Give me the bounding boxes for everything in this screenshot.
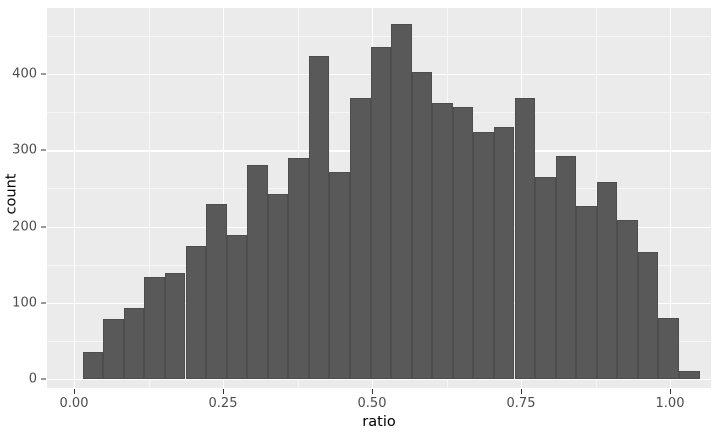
- histogram-bar: [226, 234, 248, 379]
- gridline-minor-vertical: [595, 8, 597, 388]
- histogram-bar: [82, 351, 104, 379]
- y-axis-tick-label: 300: [12, 142, 37, 158]
- x-axis-tick-mark: [223, 389, 224, 394]
- histogram-bar: [308, 56, 330, 379]
- x-axis-tick-label: 0.75: [506, 396, 536, 411]
- gridline-major-vertical: [670, 8, 672, 388]
- histogram-bar: [637, 251, 659, 379]
- gridline-major-vertical: [74, 8, 76, 388]
- x-axis-tick-label: 1.00: [655, 396, 685, 411]
- histogram-bar: [144, 276, 165, 379]
- y-axis-tick-mark: [41, 226, 46, 227]
- x-axis-tick-label: 0.25: [208, 396, 238, 411]
- histogram-bar: [288, 157, 309, 379]
- y-axis-title-text: count: [3, 173, 20, 215]
- histogram-bar: [206, 204, 227, 379]
- y-axis-tick-label: 0: [28, 371, 37, 387]
- gridline-minor-horizontal: [47, 35, 711, 37]
- y-axis-tick-mark: [41, 149, 46, 151]
- gridline-major-vertical: [223, 8, 225, 388]
- histogram-bar: [617, 220, 638, 379]
- x-axis-tick-mark: [74, 389, 75, 394]
- x-axis-title: ratio: [362, 414, 396, 430]
- histogram-bar: [103, 318, 124, 379]
- histogram-bar: [535, 176, 556, 379]
- histogram-bar: [391, 23, 412, 379]
- histogram-bar: [658, 318, 679, 379]
- gridline-major-horizontal: [47, 379, 711, 381]
- histogram-bar: [452, 106, 474, 379]
- y-axis-tick-label: 200: [12, 219, 37, 234]
- y-axis-tick-mark: [41, 73, 46, 75]
- histogram-bar: [123, 308, 145, 379]
- histogram-bar: [370, 46, 392, 379]
- histogram-bar: [350, 97, 371, 379]
- histogram-bar: [493, 127, 515, 379]
- y-axis-tick-mark: [41, 302, 46, 304]
- histogram-bar: [164, 273, 186, 379]
- histogram-bar: [473, 131, 494, 379]
- y-axis-title: count: [0, 0, 22, 388]
- y-axis-tick-mark: [41, 378, 46, 380]
- histogram-bar: [596, 181, 618, 379]
- x-axis-tick-mark: [670, 389, 671, 394]
- x-axis-tick-mark: [372, 389, 373, 394]
- histogram-bar: [576, 205, 597, 379]
- histogram-bar: [267, 193, 289, 379]
- histogram-bar: [555, 155, 577, 379]
- histogram-bar: [329, 171, 350, 379]
- x-axis-tick-label: 0.50: [357, 396, 387, 411]
- plot-panel: [47, 8, 711, 388]
- y-axis-tick-label: 100: [12, 295, 37, 311]
- histogram-bar: [185, 246, 207, 379]
- y-axis-tick-label: 400: [12, 66, 37, 82]
- histogram-bar: [432, 102, 453, 379]
- x-axis-tick-mark: [521, 389, 522, 394]
- histogram-bar: [514, 98, 536, 379]
- x-axis-tick-label: 0.00: [59, 396, 89, 411]
- histogram-bar: [247, 164, 268, 379]
- histogram-bar: [411, 71, 433, 379]
- gridline-minor-vertical: [148, 8, 150, 388]
- histogram-bar: [678, 370, 700, 379]
